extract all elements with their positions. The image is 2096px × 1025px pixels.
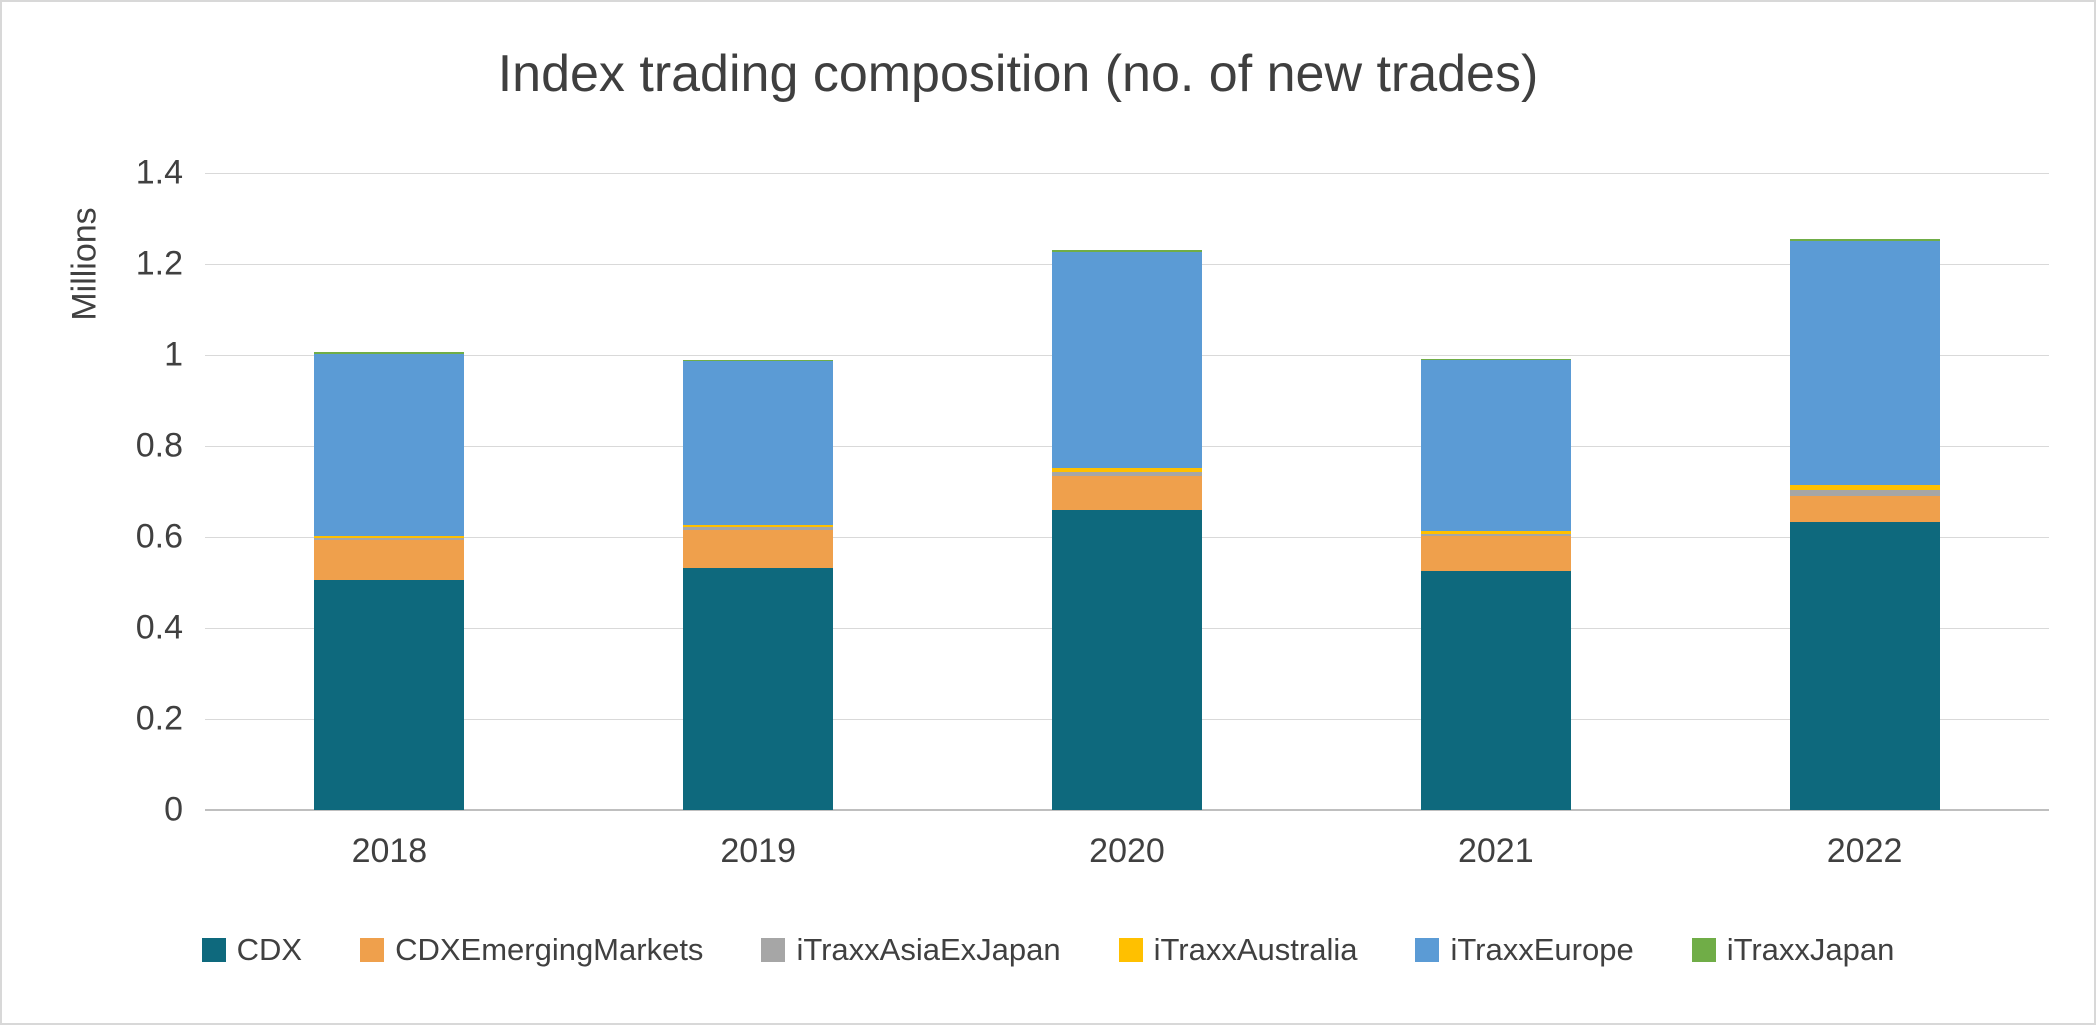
bar-segment-iTraxxAsiaExJapan: [314, 538, 465, 541]
legend-swatch: [1691, 938, 1716, 962]
y-tick-label: 1.4: [135, 153, 183, 192]
y-tick-label: 0.6: [135, 517, 183, 556]
legend-label: CDX: [236, 932, 303, 967]
legend-swatch: [761, 938, 786, 962]
bar-segment-iTraxxEurope: [1420, 360, 1571, 532]
legend-swatch: [1415, 938, 1440, 962]
bar-segment-CDXEmergingMarkets: [683, 529, 834, 569]
bar-segment-iTraxxAsiaExJapan: [1789, 490, 1940, 497]
x-tick-label: 2018: [351, 832, 428, 870]
y-tick-label: 0: [164, 790, 183, 829]
legend: CDX CDXEmergingMarkets iTraxxAsiaExJapan iT…: [2, 932, 2094, 968]
legend-swatch: [201, 938, 226, 962]
bar-segment-iTraxxAustralia: [1420, 531, 1571, 534]
legend-swatch: [360, 938, 385, 962]
bar-segment-CDX: [1420, 571, 1571, 810]
legend-item: CDXEmergingMarkets: [360, 932, 703, 968]
y-tick-label: 0.4: [135, 608, 183, 647]
legend-item: iTraxxAustralia: [1118, 932, 1358, 968]
bar-segment-iTraxxJapan: [1789, 238, 1940, 241]
bar-segment-iTraxxAustralia: [683, 525, 834, 527]
y-tick-label: 0.2: [135, 699, 183, 738]
x-tick-label: 2021: [1457, 832, 1534, 870]
x-tick-label: 2022: [1826, 832, 1903, 870]
bar-segment-iTraxxEurope: [314, 353, 465, 536]
y-tick-label: 1: [164, 335, 183, 374]
bar-segment-iTraxxAustralia: [314, 535, 465, 539]
bar-segment-iTraxxJapan: [1052, 249, 1202, 253]
legend-swatch: [1118, 938, 1143, 962]
bar-segment-iTraxxJapan: [1420, 358, 1571, 361]
legend-item: iTraxxEurope: [1415, 932, 1634, 968]
y-tick-label: 1.2: [135, 244, 183, 283]
bar-segment-CDXEmergingMarkets: [1420, 536, 1571, 572]
x-tick-label: 2019: [720, 832, 796, 870]
bar-segment-CDXEmergingMarkets: [314, 540, 465, 581]
bar-segment-iTraxxAsiaExJapan: [683, 527, 834, 530]
y-axis-title: Millions: [65, 207, 104, 321]
bar-segment-iTraxxAustralia: [1052, 467, 1202, 473]
bar-segment-CDXEmergingMarkets: [1789, 496, 1940, 522]
y-tick-label: 0.8: [135, 426, 183, 465]
plot-area: 0 0.2 0.4 0.6 0.8 1 1.2 1.4 2018 2019 2020 2021 2022: [136, 154, 2049, 870]
bar-segment-iTraxxEurope: [1052, 252, 1202, 468]
bar-segment-iTraxxAsiaExJapan: [1420, 533, 1571, 537]
bar-segment-iTraxxAsiaExJapan: [1052, 472, 1202, 477]
bar-segment-CDX: [1052, 509, 1202, 810]
legend-item: iTraxxJapan: [1691, 932, 1895, 968]
legend-label: CDXEmergingMarkets: [395, 932, 704, 967]
bar-segment-CDXEmergingMarkets: [1052, 476, 1202, 510]
legend-label: iTraxxEurope: [1450, 932, 1634, 967]
chart-title: Index trading composition (no. of new tr…: [497, 45, 1539, 103]
x-tick-label: 2020: [1089, 832, 1165, 870]
bar-segment-CDX: [683, 568, 834, 810]
bar-segment-CDX: [314, 580, 465, 810]
bar-segment-iTraxxAustralia: [1789, 484, 1940, 491]
bar-segment-CDX: [1789, 521, 1940, 810]
legend-label: iTraxxAustralia: [1153, 932, 1358, 967]
bar-segment-iTraxxJapan: [683, 359, 834, 362]
gridline: [205, 172, 2049, 174]
legend-label: iTraxxJapan: [1726, 932, 1895, 967]
bar-segment-iTraxxEurope: [1789, 240, 1940, 485]
legend-item: iTraxxAsiaExJapan: [761, 932, 1061, 968]
legend-item: CDX: [201, 932, 303, 968]
bar-segment-iTraxxJapan: [314, 351, 465, 354]
legend-label: iTraxxAsiaExJapan: [796, 932, 1061, 967]
bar-segment-iTraxxEurope: [683, 361, 834, 526]
x-axis-line: [205, 809, 2049, 811]
